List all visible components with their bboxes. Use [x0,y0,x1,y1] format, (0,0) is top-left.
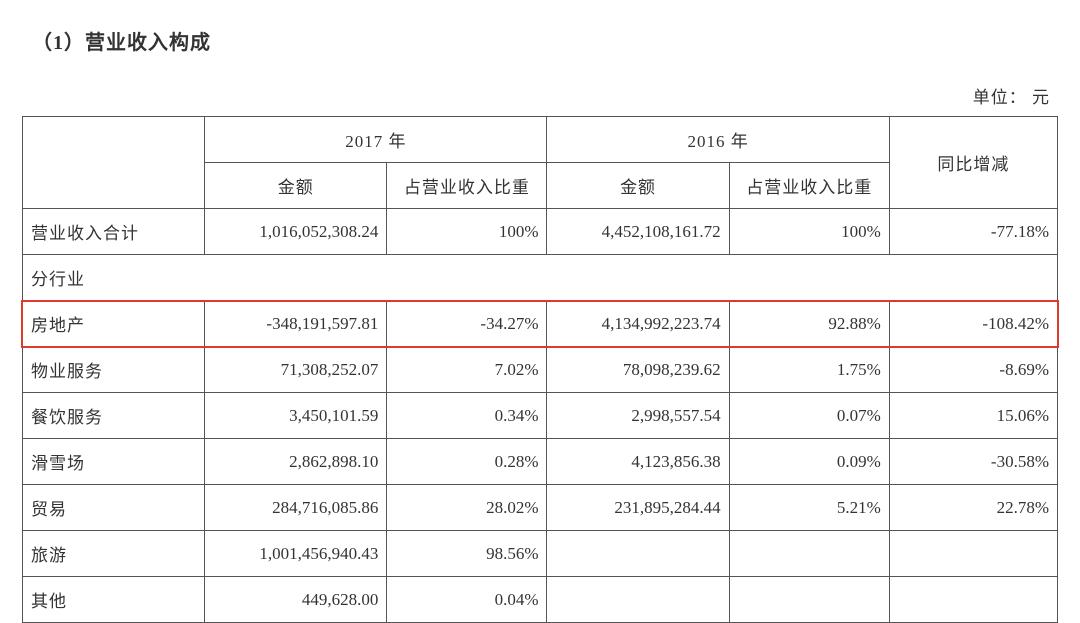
col-header-weight-a: 占营业收入比重 [387,163,547,209]
section-label: 分行业 [23,255,1058,301]
row-a-amount: 449,628.00 [205,577,387,623]
total-a-amount: 1,016,052,308.24 [205,209,387,255]
row-a-weight: 0.34% [387,393,547,439]
unit-label: 单位： 元 [22,83,1050,108]
row-yoy: -30.58% [889,439,1057,485]
total-row: 营业收入合计 1,016,052,308.24 100% 4,452,108,1… [23,209,1058,255]
row-b-amount: 2,998,557.54 [547,393,729,439]
table-row: 贸易284,716,085.8628.02%231,895,284.445.21… [23,485,1058,531]
section-title: （1）营业收入构成 [32,26,1058,55]
row-yoy: 15.06% [889,393,1057,439]
row-a-amount: 2,862,898.10 [205,439,387,485]
col-header-weight-b: 占营业收入比重 [729,163,889,209]
row-a-amount: -348,191,597.81 [205,301,387,347]
row-label: 房地产 [23,301,205,347]
row-b-amount: 78,098,239.62 [547,347,729,393]
row-a-weight: 98.56% [387,531,547,577]
row-a-weight: 0.04% [387,577,547,623]
table-row: 滑雪场2,862,898.100.28%4,123,856.380.09%-30… [23,439,1058,485]
row-b-amount: 4,123,856.38 [547,439,729,485]
row-a-amount: 284,716,085.86 [205,485,387,531]
row-yoy: -108.42% [889,301,1057,347]
total-label: 营业收入合计 [23,209,205,255]
total-b-amount: 4,452,108,161.72 [547,209,729,255]
row-b-amount [547,577,729,623]
row-b-amount: 4,134,992,223.74 [547,301,729,347]
row-label: 物业服务 [23,347,205,393]
col-header-category [23,117,205,209]
row-label: 餐饮服务 [23,393,205,439]
table-row: 其他449,628.000.04% [23,577,1058,623]
total-a-weight: 100% [387,209,547,255]
row-yoy [889,577,1057,623]
row-b-weight: 0.09% [729,439,889,485]
table-row: 餐饮服务3,450,101.590.34%2,998,557.540.07%15… [23,393,1058,439]
row-a-weight: -34.27% [387,301,547,347]
row-b-amount: 231,895,284.44 [547,485,729,531]
row-yoy [889,531,1057,577]
row-a-weight: 7.02% [387,347,547,393]
row-a-amount: 1,001,456,940.43 [205,531,387,577]
row-b-weight: 0.07% [729,393,889,439]
table-row: 物业服务71,308,252.077.02%78,098,239.621.75%… [23,347,1058,393]
row-b-weight: 92.88% [729,301,889,347]
col-header-year-b: 2016 年 [547,117,889,163]
row-b-weight: 5.21% [729,485,889,531]
col-header-amount-a: 金额 [205,163,387,209]
row-label: 旅游 [23,531,205,577]
row-b-weight [729,577,889,623]
col-header-amount-b: 金额 [547,163,729,209]
col-header-yoy: 同比增减 [889,117,1057,209]
row-a-amount: 71,308,252.07 [205,347,387,393]
row-a-weight: 0.28% [387,439,547,485]
row-b-weight [729,531,889,577]
row-yoy: 22.78% [889,485,1057,531]
revenue-composition-table: 2017 年 2016 年 同比增减 金额 占营业收入比重 金额 占营业收入比重… [22,116,1058,623]
row-b-amount [547,531,729,577]
row-label: 滑雪场 [23,439,205,485]
col-header-year-a: 2017 年 [205,117,547,163]
row-a-weight: 28.02% [387,485,547,531]
table-row: 房地产-348,191,597.81-34.27%4,134,992,223.7… [23,301,1058,347]
row-label: 贸易 [23,485,205,531]
section-row: 分行业 [23,255,1058,301]
row-yoy: -8.69% [889,347,1057,393]
total-b-weight: 100% [729,209,889,255]
row-a-amount: 3,450,101.59 [205,393,387,439]
table-row: 旅游1,001,456,940.4398.56% [23,531,1058,577]
row-label: 其他 [23,577,205,623]
row-b-weight: 1.75% [729,347,889,393]
total-yoy: -77.18% [889,209,1057,255]
